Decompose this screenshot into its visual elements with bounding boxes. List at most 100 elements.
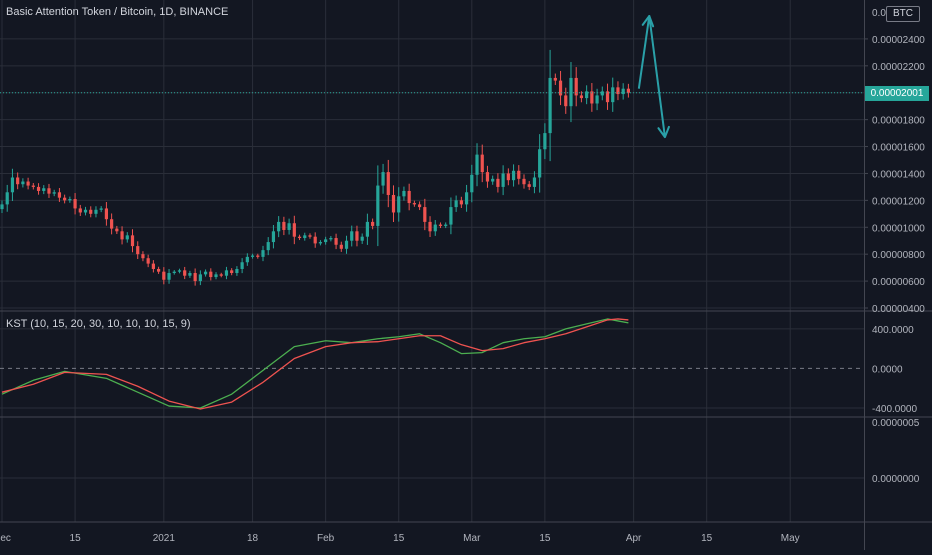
candle-body [621,88,625,95]
time-axis-label: 15 [539,533,551,544]
candle-body [329,238,333,240]
candle-body [480,154,484,173]
candle-body [381,172,385,186]
candle-body [532,177,537,187]
candle-body [245,256,249,263]
candle-body [94,209,98,214]
candle-body [68,199,72,201]
candle-body [104,208,108,220]
chart-title: Basic Attention Token / Bitcoin, 1D, BIN… [6,6,229,18]
candle-body [376,185,380,226]
candle-body [193,273,197,282]
currency-badge[interactable]: BTC [886,6,920,22]
candle-body [558,80,563,96]
arrow-head [641,15,655,28]
candle-body [203,271,208,275]
candle-body [433,224,437,232]
candle-body [78,208,82,213]
candle-body [344,240,349,249]
candle-body [115,228,119,232]
candle-body [444,224,448,226]
candle-body [397,196,401,213]
candle-body [475,154,479,175]
candle-body [428,221,432,232]
candle-body [256,255,260,257]
candle-body [198,274,202,282]
candle-body [57,192,62,198]
time-axis-label: 18 [247,533,259,544]
candle-body [303,235,307,239]
candle-body [99,208,103,210]
time-axis-label: 15 [393,533,405,544]
time-axis-label: 2021 [153,533,176,544]
axes: 0.000024000.000022000.000020000.00001800… [0,8,925,544]
candle-body [423,207,427,222]
candle-body [611,87,615,103]
empty-pane-top-label: 0.0000005 [872,418,920,429]
candle-body [360,236,364,241]
candle-body [527,184,531,187]
candle-body [266,242,270,251]
candle-body [261,250,265,257]
candle-body [146,258,150,264]
candles [0,49,630,286]
candle-body [506,173,510,181]
time-axis-label: May [781,533,800,544]
candle-body [407,190,411,204]
candle-body [177,270,182,272]
kst-lines [1,318,629,410]
candle-body [136,246,140,255]
candle-body [522,178,526,185]
candle-body [564,95,568,107]
price-axis-label: 0.00001200 [872,196,925,207]
candle-body [219,274,223,276]
price-axis-label: 0.00000800 [872,250,925,261]
candle-body [52,192,56,194]
time-axis-label: Feb [317,533,335,544]
candle-body [464,192,469,205]
candle-body [63,197,67,201]
candle-body [151,263,155,269]
candle-body [459,200,463,205]
candle-body [579,95,584,99]
indicator-label: KST (10, 15, 20, 30, 10, 10, 10, 15, 9) [6,318,191,330]
candle-body [183,270,187,276]
candle-body [449,207,453,225]
candle-body [600,91,604,96]
candle-body [31,185,35,187]
candle-body [318,242,323,244]
time-axis-label: 15 [70,533,82,544]
candle-body [491,178,495,182]
candle-body [616,87,620,95]
candle-body [365,221,369,237]
candle-body [553,77,557,81]
candle-body [5,192,9,205]
candle-body [574,77,578,96]
kst-axis-label: 400.0000 [872,325,914,336]
overlay [0,15,864,139]
candle-body [538,149,542,178]
candle-body [402,190,406,197]
candle-body [167,273,171,280]
last-price-tag: 0.00002001 [865,86,929,101]
candle-body [230,270,234,274]
candle-body [334,238,338,245]
candle-body [626,88,630,93]
candle-body [548,77,552,134]
candle-body [543,133,547,150]
candle-body [517,170,521,179]
candle-body [89,209,93,214]
candle-body [605,91,610,103]
kst-signal-line [1,318,629,410]
candle-body [595,95,599,104]
price-axis-label: 0.00002400 [872,35,925,46]
candle-body [292,223,296,237]
candle-body [350,231,354,241]
candle-body [271,231,276,243]
candle-body [214,274,218,278]
candle-body [418,204,422,208]
candle-body [240,262,244,269]
candle-body [496,178,500,187]
candle-body [485,172,490,182]
